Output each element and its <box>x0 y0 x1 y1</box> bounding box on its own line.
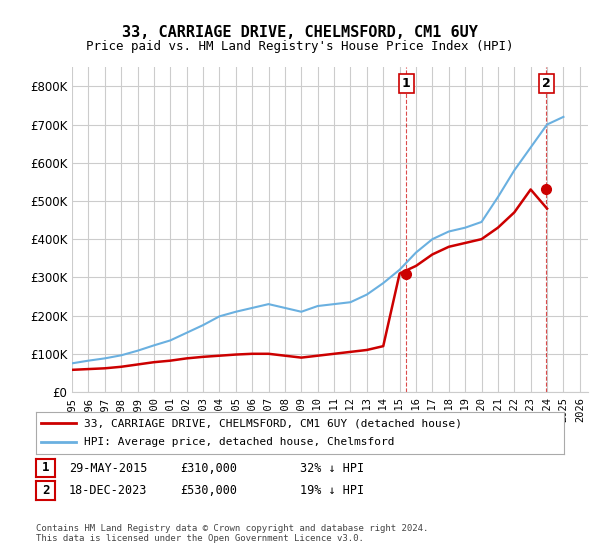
Text: Contains HM Land Registry data © Crown copyright and database right 2024.
This d: Contains HM Land Registry data © Crown c… <box>36 524 428 543</box>
Text: 2: 2 <box>42 484 49 497</box>
Text: 1: 1 <box>42 461 49 474</box>
Text: 18-DEC-2023: 18-DEC-2023 <box>69 484 148 497</box>
Text: 2: 2 <box>542 77 551 90</box>
Text: 1: 1 <box>402 77 411 90</box>
Text: HPI: Average price, detached house, Chelmsford: HPI: Average price, detached house, Chel… <box>83 437 394 447</box>
Text: 33, CARRIAGE DRIVE, CHELMSFORD, CM1 6UY: 33, CARRIAGE DRIVE, CHELMSFORD, CM1 6UY <box>122 25 478 40</box>
Text: £310,000: £310,000 <box>180 461 237 475</box>
Text: 32% ↓ HPI: 32% ↓ HPI <box>300 461 364 475</box>
Text: £530,000: £530,000 <box>180 484 237 497</box>
Text: 33, CARRIAGE DRIVE, CHELMSFORD, CM1 6UY (detached house): 33, CARRIAGE DRIVE, CHELMSFORD, CM1 6UY … <box>83 418 461 428</box>
Text: 19% ↓ HPI: 19% ↓ HPI <box>300 484 364 497</box>
Text: Price paid vs. HM Land Registry's House Price Index (HPI): Price paid vs. HM Land Registry's House … <box>86 40 514 53</box>
Text: 29-MAY-2015: 29-MAY-2015 <box>69 461 148 475</box>
